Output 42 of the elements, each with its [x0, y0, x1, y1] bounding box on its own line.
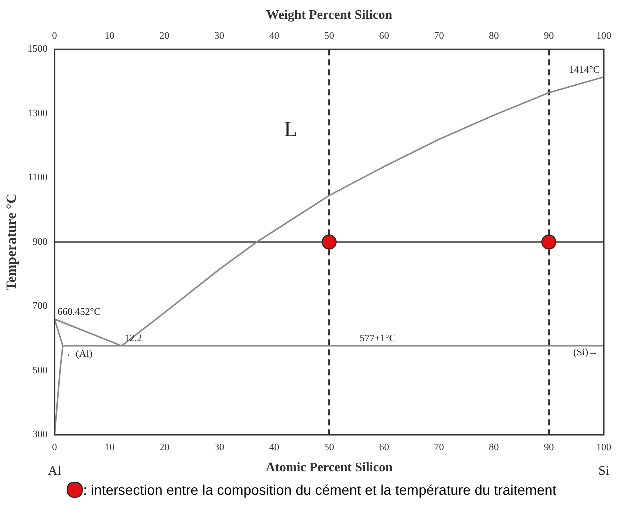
- x2-axis-title: Weight Percent Silicon: [266, 7, 394, 22]
- x-tick-label: 30: [214, 442, 225, 454]
- annotation: 577±1°C: [360, 334, 396, 345]
- x2-tick-label: 90: [544, 31, 554, 42]
- x2-tick-label: 0: [52, 31, 58, 42]
- x2-tick-label: 80: [489, 31, 500, 42]
- x-tick-label: 70: [434, 442, 444, 454]
- x-tick-label: 90: [544, 442, 554, 454]
- x-tick-label: 60: [379, 442, 390, 454]
- annotation: ←(Al): [66, 348, 93, 360]
- x-tick-label: 50: [324, 442, 334, 454]
- text: Si: [598, 462, 610, 478]
- x-tick-label: 80: [489, 442, 500, 454]
- x2-tick-label: 60: [379, 31, 390, 42]
- legend-label: : intersection entre la composition du cément et la température du traitement: [83, 482, 557, 498]
- y-tick-label: 500: [32, 365, 48, 376]
- x2-tick-label: 100: [596, 31, 612, 42]
- y-tick-label: 1500: [28, 44, 48, 56]
- x-tick-label: 10: [104, 442, 115, 454]
- x2-tick-label: 40: [269, 31, 280, 42]
- x2-tick-label: 20: [160, 31, 170, 42]
- x-tick-label: 0: [52, 442, 58, 454]
- y-tick-label: 1100: [28, 172, 48, 184]
- y-tick-label: 1300: [28, 108, 48, 120]
- x-tick-label: 20: [160, 442, 170, 454]
- annotation: 660.452°C: [58, 307, 102, 318]
- annotation: L: [284, 116, 298, 142]
- x-tick-label: 100: [596, 442, 612, 454]
- text: Al: [48, 462, 62, 478]
- y-axis-title: Temperature °C: [5, 194, 20, 291]
- x2-tick-label: 30: [214, 31, 225, 42]
- y-tick-label: 300: [32, 430, 48, 441]
- annotation: 1414°C: [569, 64, 600, 76]
- annotation: (Si)→: [574, 348, 599, 359]
- y-tick-label: 900: [32, 236, 48, 248]
- x2-tick-label: 50: [324, 31, 334, 42]
- annotation: 12.2: [124, 334, 142, 345]
- x2-tick-label: 70: [434, 31, 444, 42]
- x-tick-label: 40: [269, 442, 280, 454]
- x-axis-title: Atomic Percent Silicon: [266, 460, 394, 475]
- x2-tick-label: 10: [104, 31, 115, 42]
- y-tick-label: 700: [32, 301, 48, 312]
